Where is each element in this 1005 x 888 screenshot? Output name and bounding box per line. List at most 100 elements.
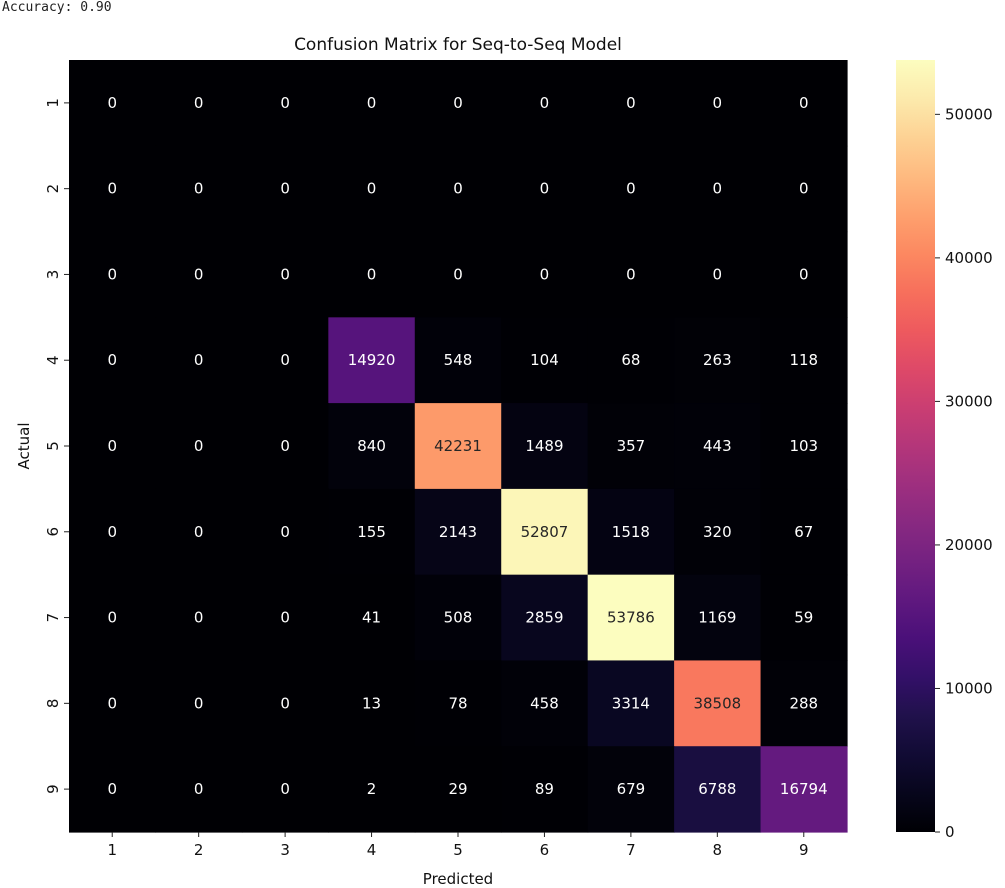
cell-r3-c5 [414, 231, 502, 318]
cell-annotation: 0 [194, 94, 204, 112]
cell-r7-c5 [414, 574, 502, 662]
x-axis-ticks: 1 2 3 4 5 6 7 8 9 [107, 832, 809, 859]
y-axis-ticks: 1 2 3 4 5 6 7 8 9 [44, 98, 69, 794]
cell-r2-c7 [587, 145, 675, 233]
cell-annotation: 52807 [521, 523, 569, 541]
cell-annotation: 1489 [525, 437, 563, 455]
cell-annotation: 0 [453, 94, 463, 112]
cell-r1-c8 [674, 60, 762, 147]
cell-r9-c9 [760, 746, 848, 833]
cell-r9-c7 [587, 746, 675, 833]
cell-r5-c2 [155, 403, 243, 490]
cell-annotation: 0 [367, 180, 377, 198]
cell-r2-c5 [414, 145, 502, 233]
cell-annotation: 458 [530, 694, 559, 712]
cell-r2-c2 [155, 145, 243, 233]
cell-r9-c8 [674, 746, 762, 833]
cell-annotation: 0 [453, 265, 463, 283]
cell-annotation: 0 [626, 180, 636, 198]
cell-r3-c6 [501, 231, 589, 318]
cell-annotation: 0 [194, 351, 204, 369]
colorbar-tick-label: 0 [945, 823, 955, 841]
cell-annotation: 0 [107, 780, 117, 798]
cell-r9-c3 [241, 746, 329, 833]
cell-annotation: 0 [799, 265, 809, 283]
cell-annotation: 42231 [434, 437, 482, 455]
y-tick-label: 9 [44, 784, 62, 794]
cell-r6-c3 [241, 488, 329, 576]
cell-r8-c2 [155, 660, 243, 747]
x-tick-label: 9 [799, 841, 809, 859]
cell-r7-c8 [674, 574, 762, 662]
cell-r5-c1 [69, 403, 157, 490]
x-tick-label: 7 [626, 841, 636, 859]
cell-annotation: 548 [444, 351, 473, 369]
colorbar-tick-label: 10000 [945, 679, 993, 697]
cell-annotation: 16794 [780, 780, 828, 798]
y-axis-label: Actual [15, 423, 33, 470]
cell-r4-c5 [414, 317, 502, 404]
cell-annotation: 0 [280, 694, 290, 712]
cell-r9-c6 [501, 746, 589, 833]
cell-r1-c9 [760, 60, 848, 147]
cell-annotation: 38508 [693, 694, 741, 712]
cell-r4-c7 [587, 317, 675, 404]
cell-annotation: 0 [713, 94, 723, 112]
cell-annotation: 0 [194, 437, 204, 455]
cell-r5-c6 [501, 403, 589, 490]
cell-annotation: 508 [444, 609, 473, 627]
cell-annotation: 0 [626, 94, 636, 112]
cell-annotation: 3314 [612, 694, 650, 712]
cell-annotation: 0 [107, 523, 117, 541]
cell-annotation: 0 [540, 94, 550, 112]
cell-annotation: 118 [789, 351, 818, 369]
cell-r3-c3 [241, 231, 329, 318]
cell-r2-c3 [241, 145, 329, 233]
cell-r1-c6 [501, 60, 589, 147]
cell-r3-c7 [587, 231, 675, 318]
cell-annotation: 0 [280, 437, 290, 455]
cell-r1-c3 [241, 60, 329, 147]
colorbar [896, 60, 935, 832]
cell-r4-c8 [674, 317, 762, 404]
cell-annotation: 0 [107, 694, 117, 712]
cell-annotation: 320 [703, 523, 732, 541]
cell-r6-c6 [501, 488, 589, 576]
cell-annotation: 0 [799, 180, 809, 198]
cell-r1-c7 [587, 60, 675, 147]
cell-annotation: 840 [357, 437, 386, 455]
cell-r2-c1 [69, 145, 157, 233]
cell-r3-c4 [328, 231, 416, 318]
cell-r6-c4 [328, 488, 416, 576]
cell-r5-c3 [241, 403, 329, 490]
cell-annotation: 0 [280, 265, 290, 283]
cell-annotation: 263 [703, 351, 732, 369]
cell-annotation: 0 [280, 94, 290, 112]
x-tick-label: 3 [280, 841, 290, 859]
cell-r6-c2 [155, 488, 243, 576]
cell-annotation: 0 [194, 609, 204, 627]
cell-annotation: 1169 [698, 609, 736, 627]
cell-annotation: 0 [107, 351, 117, 369]
cell-r8-c5 [414, 660, 502, 747]
colorbar-tick-label: 30000 [945, 392, 993, 410]
cell-r4-c4 [328, 317, 416, 404]
cell-r1-c4 [328, 60, 416, 147]
cell-annotation: 29 [448, 780, 467, 798]
cell-r1-c5 [414, 60, 502, 147]
cell-r8-c7 [587, 660, 675, 747]
cell-r7-c4 [328, 574, 416, 662]
cell-annotation: 41 [362, 609, 381, 627]
accuracy-output: Accuracy: 0.90 [2, 0, 112, 15]
x-tick-label: 5 [453, 841, 463, 859]
chart-title: Confusion Matrix for Seq-to-Seq Model [294, 35, 622, 55]
cell-r3-c2 [155, 231, 243, 318]
y-tick-label: 6 [44, 527, 62, 537]
cell-annotation: 155 [357, 523, 386, 541]
cell-r5-c4 [328, 403, 416, 490]
cell-annotation: 2 [367, 780, 377, 798]
cell-r3-c1 [69, 231, 157, 318]
x-tick-label: 1 [107, 841, 117, 859]
cell-annotation: 288 [789, 694, 818, 712]
cell-annotation: 679 [617, 780, 646, 798]
